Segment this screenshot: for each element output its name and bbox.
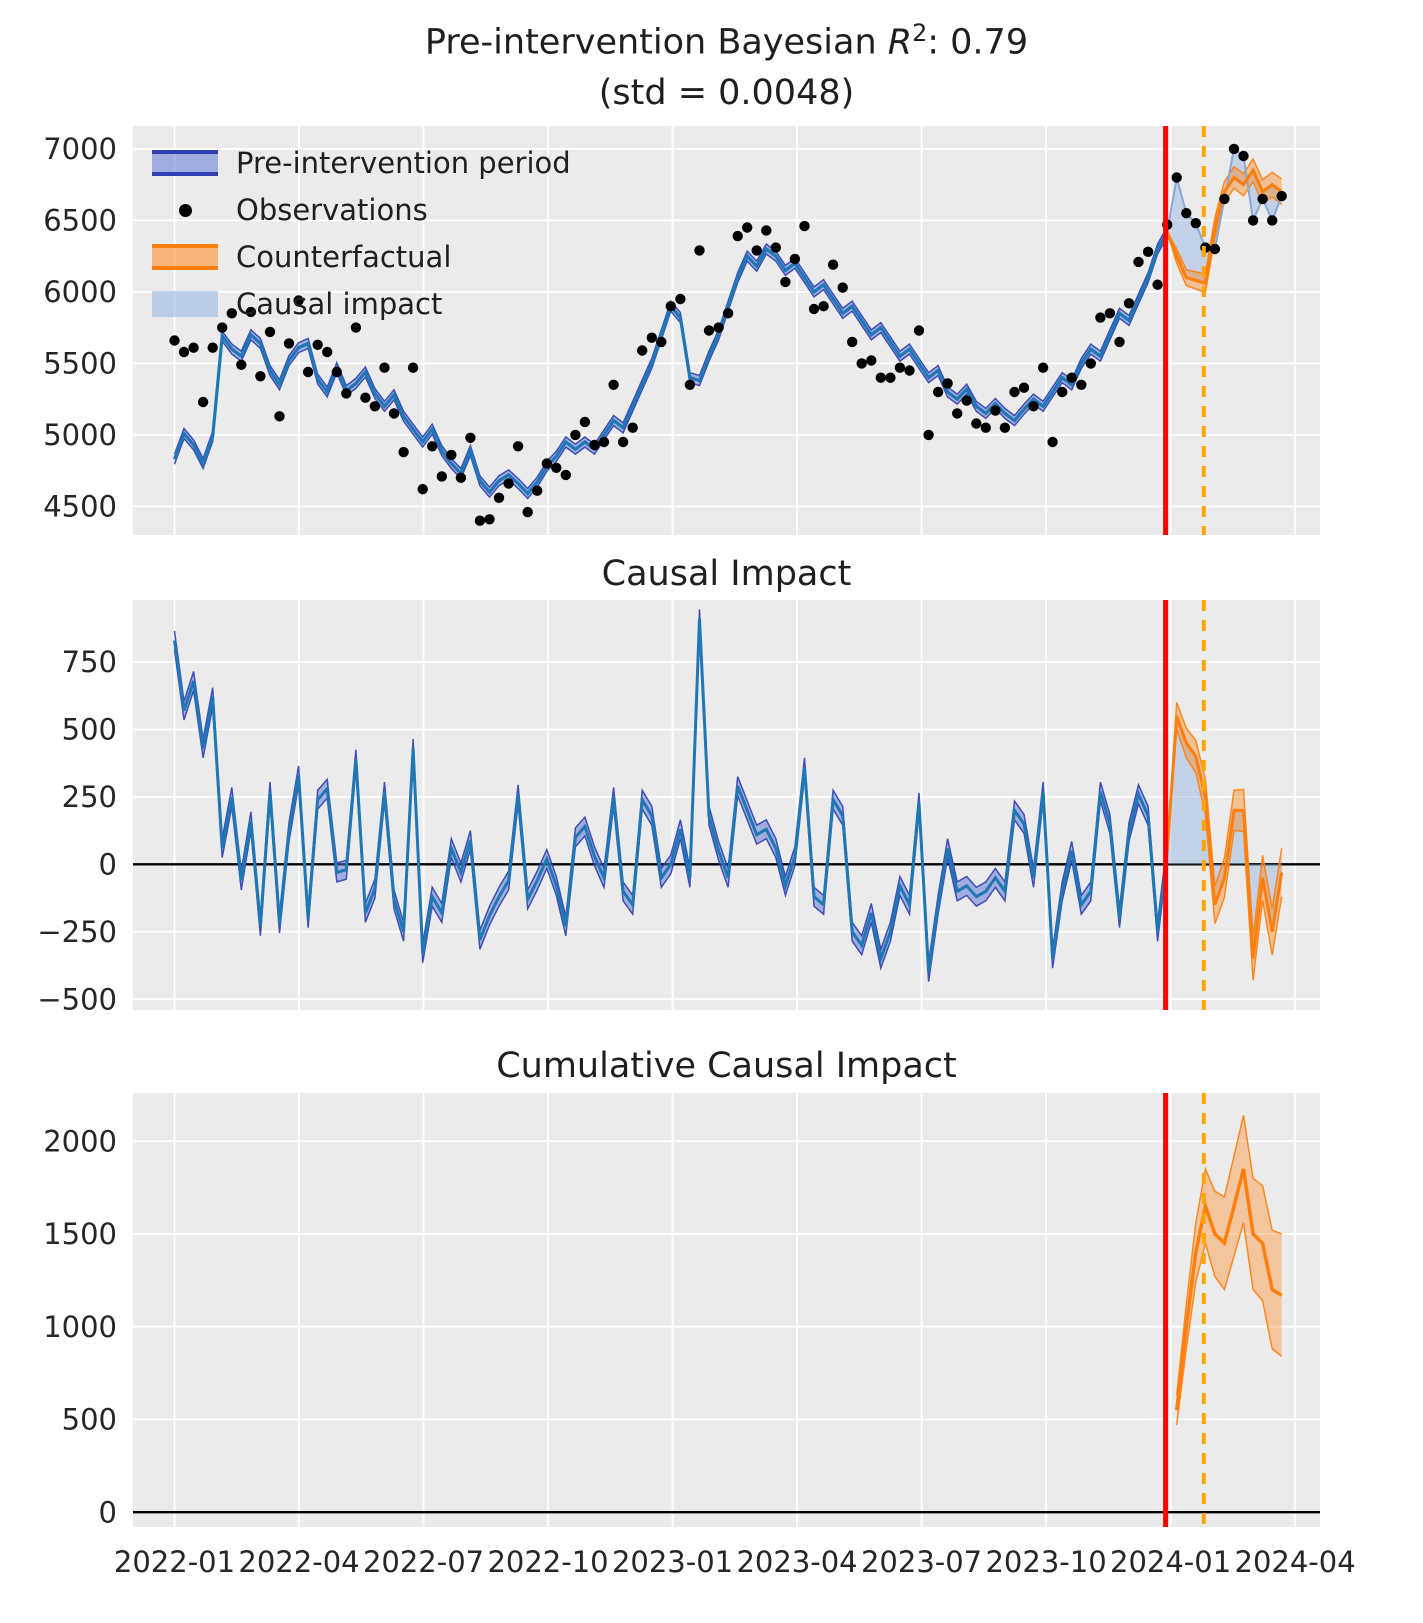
plot3-ytick-label: 1500 bbox=[43, 1217, 117, 1251]
plot1-ytick-label: 5500 bbox=[43, 347, 117, 381]
counterfactual-band bbox=[1167, 158, 1282, 293]
plot2-ytick-label: −500 bbox=[37, 982, 117, 1016]
impact-region-post bbox=[1167, 716, 1282, 959]
plot2-title: Causal Impact bbox=[601, 554, 852, 594]
pre-intervention-band-swatch bbox=[152, 150, 218, 176]
legend-label-observations: Observations bbox=[236, 193, 428, 227]
observations-swatch bbox=[152, 197, 218, 223]
plot1-title-line2: (std = 0.0048) bbox=[598, 73, 855, 114]
xtick-label: 2024-01 bbox=[1110, 1545, 1231, 1579]
legend-label-counterfactual: Counterfactual bbox=[236, 240, 452, 274]
legend-item-pre-intervention: Pre-intervention period bbox=[152, 144, 571, 182]
plot1-ytick-label: 6000 bbox=[43, 275, 117, 309]
legend-item-counterfactual: Counterfactual bbox=[152, 238, 571, 276]
plot2-ytick-label: 750 bbox=[62, 645, 117, 679]
counterfactual-mean-line bbox=[1165, 166, 1283, 286]
plot2-ytick-label: −250 bbox=[37, 915, 117, 949]
legend-item-observations: Observations bbox=[152, 191, 571, 229]
cumulative-impact-line bbox=[1174, 1168, 1283, 1411]
plot3-area bbox=[133, 1093, 1320, 1527]
xtick-label: 2023-07 bbox=[861, 1545, 982, 1579]
plot3-ytick-label: 2000 bbox=[43, 1124, 117, 1158]
xtick-label: 2023-04 bbox=[736, 1545, 857, 1579]
plot2-ytick-label: 500 bbox=[62, 713, 117, 747]
xtick-label: 2022-07 bbox=[363, 1545, 484, 1579]
xtick-label: 2023-01 bbox=[612, 1545, 733, 1579]
xtick-label: 2023-10 bbox=[985, 1545, 1106, 1579]
cumulative-band bbox=[1176, 1115, 1282, 1425]
impact-line-post bbox=[1165, 715, 1284, 959]
plot1-title: Pre-intervention Bayesian R2: 0.79 (std … bbox=[133, 16, 1320, 119]
plot1-title-exponent: 2 bbox=[912, 19, 928, 47]
observations-dot-icon bbox=[178, 203, 192, 217]
plot1-title-prefix: Pre-intervention Bayesian bbox=[424, 22, 888, 63]
counterfactual-band-swatch bbox=[152, 244, 218, 270]
plot1-title-suffix: : 0.79 bbox=[927, 22, 1029, 63]
xtick-label: 2022-10 bbox=[487, 1545, 608, 1579]
plot3-ytick-label: 500 bbox=[62, 1403, 117, 1437]
legend-label-pre-intervention: Pre-intervention period bbox=[236, 146, 571, 180]
plot1-area bbox=[133, 126, 1320, 535]
xtick-label: 2022-04 bbox=[238, 1545, 359, 1579]
plot3-title: Cumulative Causal Impact bbox=[496, 1046, 957, 1086]
plot1-ytick-label: 5000 bbox=[43, 418, 117, 452]
plot2-ytick-label: 0 bbox=[99, 847, 117, 881]
plot1-title-line1: Pre-intervention Bayesian R2: 0.79 bbox=[133, 16, 1320, 68]
impact-line-pre bbox=[173, 618, 1169, 973]
plot1-title-r-symbol: R bbox=[887, 22, 913, 63]
plot2-ytick-label: 250 bbox=[62, 780, 117, 814]
legend-item-causal-impact: Causal impact bbox=[152, 285, 571, 323]
plot1-ytick-label: 7000 bbox=[43, 132, 117, 166]
xtick-label: 2024-04 bbox=[1235, 1545, 1356, 1579]
plot1-ytick-label: 4500 bbox=[43, 490, 117, 524]
plot3-ytick-label: 1000 bbox=[43, 1310, 117, 1344]
legend-label-causal-impact: Causal impact bbox=[236, 287, 443, 321]
observation-points bbox=[169, 143, 1287, 526]
legend: Pre-intervention period Observations Cou… bbox=[152, 144, 571, 323]
plot3-ytick-label: 0 bbox=[99, 1495, 117, 1529]
plot1-ytick-label: 6500 bbox=[43, 204, 117, 238]
xtick-label: 2022-01 bbox=[114, 1545, 235, 1579]
causal-impact-patch-swatch bbox=[152, 291, 218, 317]
